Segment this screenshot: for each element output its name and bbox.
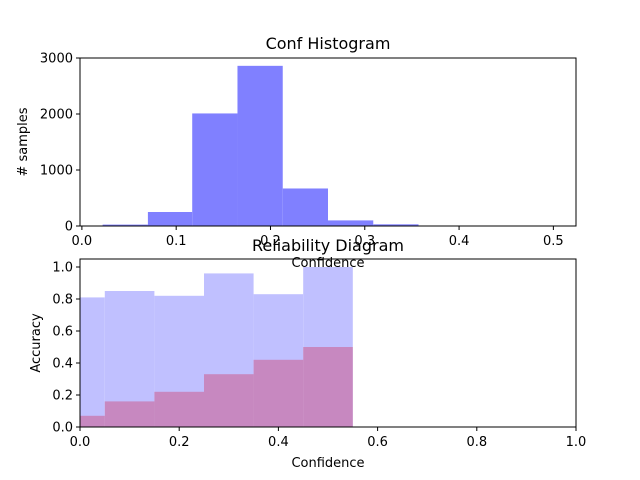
y-tick-label: 0.4 xyxy=(52,357,73,372)
accuracy-bar xyxy=(204,374,254,427)
x-tick-label: 1.0 xyxy=(566,435,587,450)
histogram-title: Conf Histogram xyxy=(266,34,391,53)
y-tick-label: 0.8 xyxy=(52,293,73,308)
accuracy-bar xyxy=(80,415,105,427)
x-tick-label: 0.2 xyxy=(260,234,281,249)
histogram-bar xyxy=(147,212,193,226)
histogram-bar xyxy=(102,224,148,226)
histogram-bars xyxy=(102,65,554,226)
x-tick-label: 0.4 xyxy=(449,234,470,249)
reliability-bars xyxy=(80,267,353,427)
histogram-y-label: # samples xyxy=(16,107,31,176)
histogram-bar xyxy=(282,188,328,226)
y-tick-label: 0.0 xyxy=(52,421,73,436)
y-tick-label: 0.6 xyxy=(52,325,73,340)
histogram-bar xyxy=(237,65,283,226)
x-tick-label: 0.0 xyxy=(72,234,93,249)
y-tick-label: 1.0 xyxy=(52,261,73,276)
reliability-y-label: Accuracy xyxy=(29,313,44,373)
histogram-bar xyxy=(373,224,419,226)
y-tick-label: 0 xyxy=(65,220,73,235)
y-tick-label: 2000 xyxy=(40,108,73,123)
reliability-plot-frame xyxy=(79,258,577,428)
gap-bar xyxy=(80,297,105,427)
reliability-x-ticks: 0.0 0.2 0.4 0.6 0.8 1.0 xyxy=(70,427,587,450)
histogram-x-ticks: 0.0 0.1 0.2 0.3 0.4 0.5 xyxy=(72,226,564,249)
y-tick-label: 1000 xyxy=(40,164,73,179)
x-tick-label: 0.6 xyxy=(367,435,388,450)
reliability-y-ticks: 0.0 0.2 0.4 0.6 0.8 1.0 xyxy=(52,261,80,436)
reliability-diagram-chart: 0.0 0.2 0.4 0.6 0.8 1.0 0.0 0.2 0.4 0.6 0.8 1.0 Co… xyxy=(29,236,586,471)
accuracy-bar xyxy=(154,391,204,427)
x-tick-label: 0.0 xyxy=(70,435,91,450)
accuracy-bar xyxy=(253,359,304,427)
histogram-y-ticks: 0 1000 2000 3000 xyxy=(40,52,80,235)
x-tick-label: 0.1 xyxy=(166,234,187,249)
y-tick-label: 3000 xyxy=(40,52,73,67)
x-tick-label: 0.2 xyxy=(169,435,190,450)
accuracy-bar xyxy=(104,401,155,427)
reliability-x-label: Confidence xyxy=(291,456,364,471)
histogram-plot-frame xyxy=(79,57,577,227)
x-tick-label: 0.8 xyxy=(466,435,487,450)
reliability-title: Reliability Diagram xyxy=(252,236,404,255)
accuracy-bar xyxy=(303,347,353,427)
x-tick-label: 0.5 xyxy=(543,234,564,249)
x-tick-label: 0.4 xyxy=(268,435,289,450)
y-tick-label: 0.2 xyxy=(52,389,73,404)
x-tick-label: 0.3 xyxy=(354,234,375,249)
histogram-bar xyxy=(192,113,238,226)
histogram-bar xyxy=(328,220,374,226)
